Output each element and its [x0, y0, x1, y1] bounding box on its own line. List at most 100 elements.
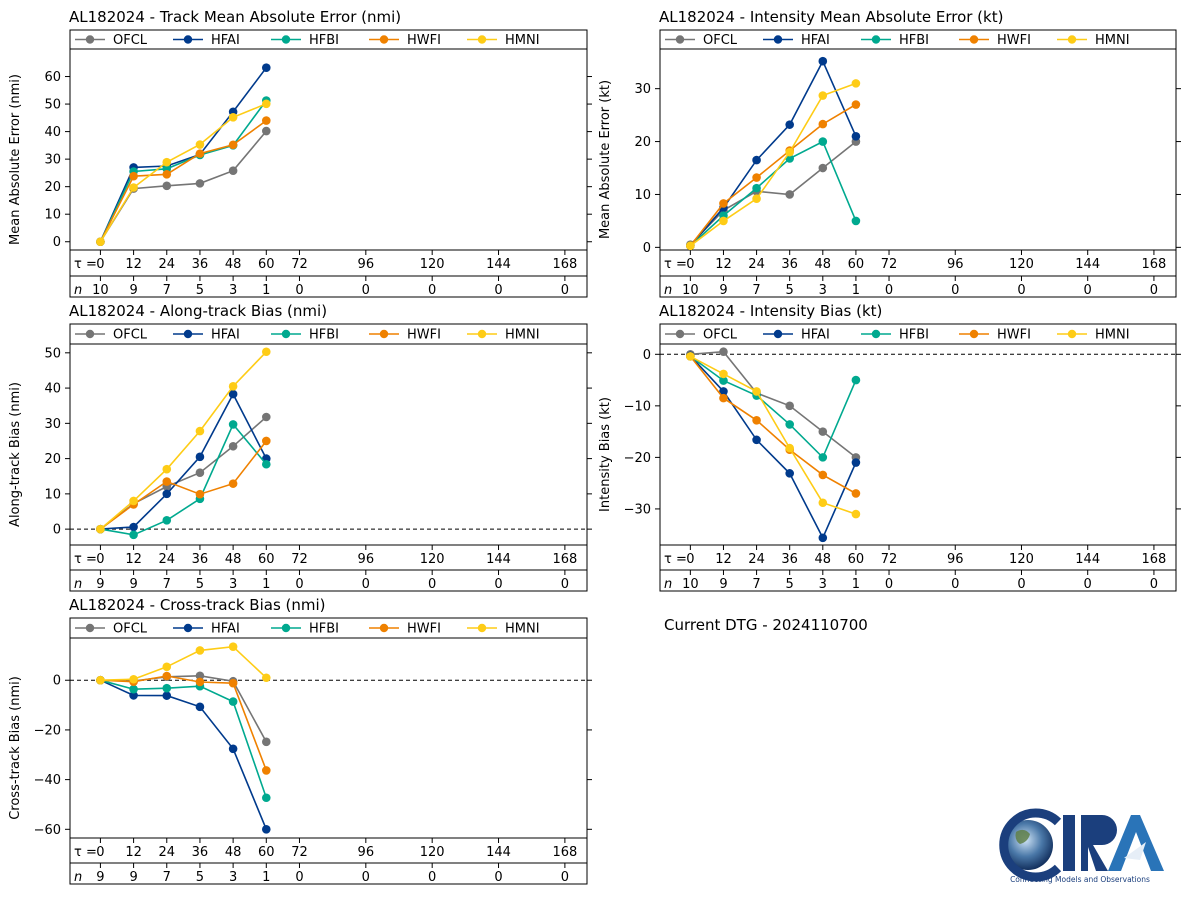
- cira-logo: Connecting Models and Observations: [999, 808, 1164, 884]
- tau-label: 48: [815, 257, 832, 272]
- n-label: 9: [129, 870, 137, 885]
- y-tick-label: 10: [634, 188, 651, 203]
- legend-item-ofcl: OFCL: [75, 622, 148, 637]
- legend-label: HFBI: [899, 328, 929, 343]
- legend-item-hfai: HFAI: [173, 328, 240, 343]
- globe-land: [1015, 829, 1030, 844]
- legend-item-hfai: HFAI: [173, 33, 240, 48]
- data-point: [195, 179, 205, 188]
- y-tick-label: 10: [44, 208, 61, 223]
- data-point: [851, 131, 861, 141]
- data-point: [162, 464, 172, 474]
- series-line: [689, 103, 857, 247]
- tau-label: 48: [225, 845, 242, 860]
- y-tick-label: 40: [44, 125, 61, 140]
- series-line: [99, 103, 267, 243]
- n-label: 0: [561, 283, 569, 298]
- legend-swatch-marker: [85, 623, 95, 633]
- data-point: [686, 352, 695, 361]
- y-tick-label: 10: [44, 487, 61, 502]
- n-label: 3: [819, 577, 827, 592]
- legend-label: HMNI: [1095, 33, 1130, 48]
- series-hmni: [96, 347, 271, 534]
- data-point: [818, 119, 828, 129]
- chart-frame: [69, 323, 588, 592]
- legend-swatch-marker: [281, 35, 291, 44]
- y-tick-label: −20: [34, 723, 61, 738]
- series-line: [100, 679, 268, 830]
- n-label: 3: [819, 283, 827, 298]
- logo-tagline: Connecting Models and Observations: [1010, 875, 1150, 884]
- series-hwfi: [686, 352, 861, 498]
- n-label: 1: [262, 870, 270, 885]
- n-label: 5: [786, 283, 794, 298]
- legend-item-hmni: HMNI: [1057, 328, 1130, 343]
- n-prefix: n: [74, 577, 82, 592]
- chart-legend: OFCL HFAI HFBI HWFI HMNI: [75, 622, 540, 637]
- series-hfbi: [96, 96, 271, 247]
- series-line: [100, 679, 268, 799]
- legend-label: HFBI: [899, 33, 929, 48]
- data-point: [129, 530, 138, 540]
- series-line: [99, 119, 267, 243]
- legend-swatch-marker: [871, 35, 881, 44]
- data-point: [785, 190, 794, 199]
- data-point: [785, 120, 794, 129]
- legend-label: HFAI: [211, 33, 240, 48]
- legend-item-hfbi: HFBI: [271, 33, 339, 48]
- tau-label: 60: [848, 552, 865, 567]
- series-line: [689, 140, 857, 247]
- chart-cross-track-bias: AL182024 - Cross-track Bias (nmi) OFCL HFA…: [8, 596, 592, 885]
- tau-row: τ = 0 10 12 9 24 7 36 5 48 3 60 1 72 0 96 0 120 0 144 0 168 0…: [664, 250, 1166, 298]
- legend-swatch-marker: [969, 35, 979, 44]
- data-point: [752, 387, 761, 396]
- data-point: [719, 199, 728, 208]
- data-point: [752, 155, 761, 165]
- legend-swatch-marker: [379, 329, 389, 339]
- series-line: [689, 140, 857, 246]
- legend-swatch-marker: [675, 35, 685, 44]
- y-tick-label: 0: [53, 674, 61, 689]
- data-point: [195, 489, 205, 499]
- n-label: 1: [262, 283, 270, 298]
- legend-label: HWFI: [997, 33, 1031, 48]
- data-point: [785, 443, 794, 453]
- n-label: 5: [196, 870, 204, 885]
- series-line: [690, 350, 857, 459]
- chart-frame: [69, 29, 588, 298]
- legend-label: HFBI: [309, 328, 339, 343]
- tau-label: 72: [291, 257, 308, 272]
- y-axis-label: Mean Absolute Error (nmi): [8, 74, 23, 245]
- data-point: [261, 673, 271, 683]
- series-line: [100, 645, 267, 681]
- data-point: [719, 369, 728, 379]
- tau-label: 60: [258, 845, 275, 860]
- data-point: [261, 459, 271, 469]
- legend-swatch-marker: [281, 329, 291, 339]
- legend-item-hfai: HFAI: [763, 328, 830, 343]
- legend-label: HMNI: [505, 33, 540, 48]
- n-label: 7: [752, 577, 760, 592]
- chart-frame: [659, 323, 1177, 592]
- n-label: 0: [885, 283, 893, 298]
- tau-label: 60: [848, 257, 865, 272]
- tau-label: 24: [158, 257, 175, 272]
- data-point: [228, 112, 238, 122]
- tau-label: 72: [291, 845, 308, 860]
- legend-swatch-marker: [85, 35, 95, 44]
- tau-label: 0: [96, 257, 104, 272]
- tau-label: 0: [686, 552, 694, 567]
- legend-label: HFAI: [211, 622, 240, 637]
- legend-label: HWFI: [407, 33, 441, 48]
- tau-label: 48: [225, 552, 242, 567]
- legend-swatch-marker: [183, 35, 193, 44]
- series-line: [689, 355, 857, 540]
- data-point: [719, 216, 728, 226]
- tau-label: 24: [748, 552, 765, 567]
- legend-swatch-marker: [183, 329, 193, 339]
- data-point: [851, 458, 861, 467]
- tau-label: 36: [781, 257, 798, 272]
- legend-swatch-marker: [477, 623, 487, 633]
- data-point: [195, 426, 205, 436]
- series-hmni: [686, 352, 861, 519]
